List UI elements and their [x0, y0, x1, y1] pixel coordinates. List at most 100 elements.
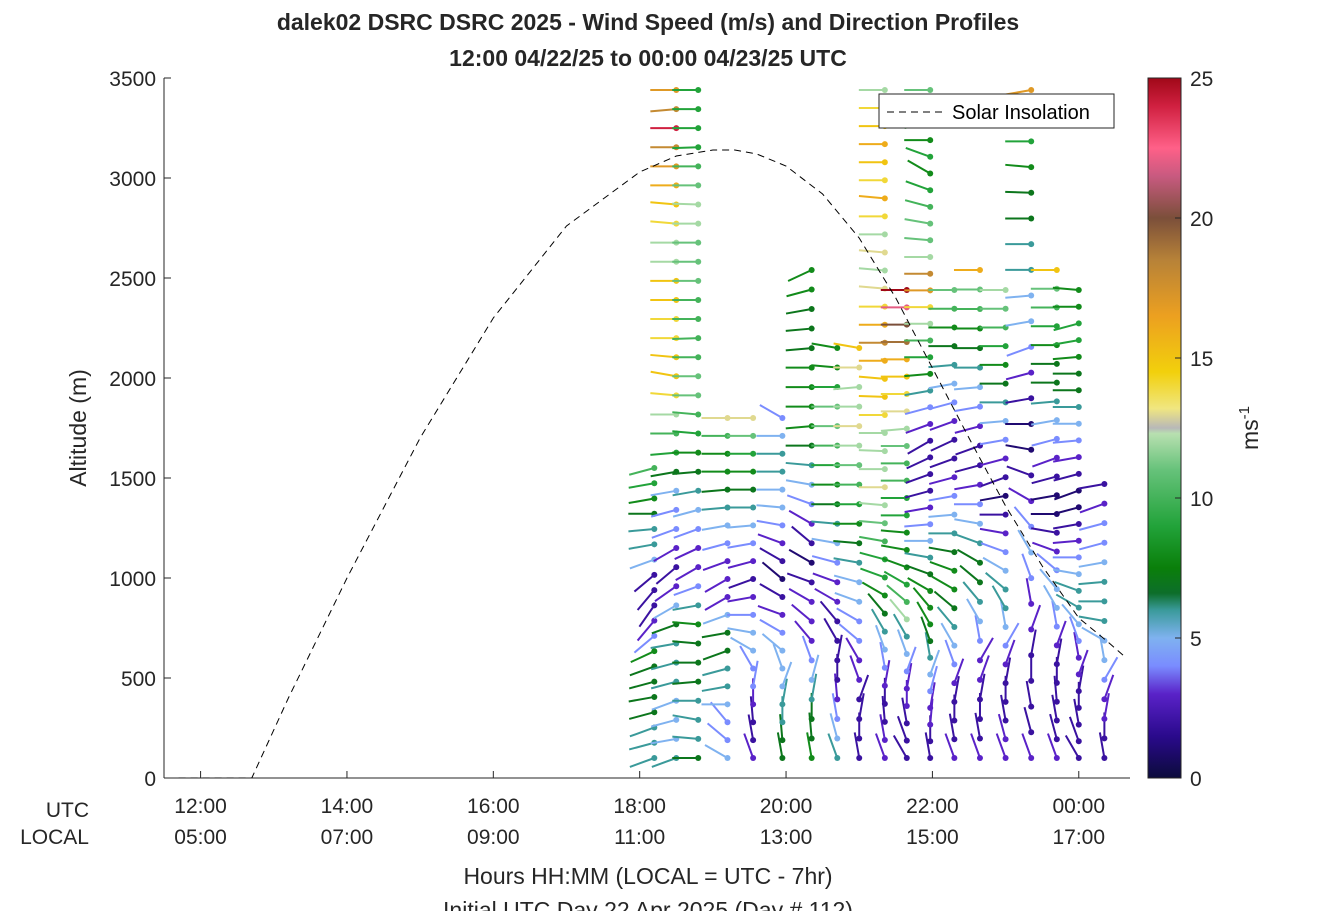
- wind-barb-point: [881, 141, 888, 148]
- wind-barb-line: [904, 237, 931, 242]
- wind-barb-point: [1075, 638, 1082, 644]
- wind-barb-point: [951, 361, 958, 368]
- wind-barb-line: [628, 680, 655, 690]
- wind-barb-line: [1005, 397, 1032, 404]
- wind-barb-point: [951, 418, 958, 425]
- wind-barb-point: [695, 354, 702, 361]
- wind-barb-line: [728, 578, 754, 589]
- wind-barb-point: [834, 598, 841, 605]
- wind-barb-point: [1075, 654, 1082, 661]
- wind-barb-point: [1101, 715, 1108, 722]
- wind-barb-line: [904, 489, 931, 499]
- wind-barb-point: [695, 640, 702, 647]
- wind-barb-point: [903, 685, 910, 692]
- wind-barb-point: [976, 520, 983, 527]
- wind-barb-line: [892, 734, 908, 759]
- wind-barb-line: [831, 693, 839, 720]
- wind-barb-line: [628, 741, 655, 751]
- wind-barb-line: [633, 635, 655, 654]
- wind-barb-point: [856, 618, 863, 625]
- wind-barb-line: [701, 506, 728, 511]
- wind-barb-line: [781, 661, 793, 687]
- wind-barb-point: [1028, 318, 1035, 325]
- wind-barb-point: [1002, 549, 1009, 556]
- wind-barb-line: [858, 501, 885, 507]
- wind-barb-line: [875, 733, 886, 759]
- wind-barb-point: [695, 487, 702, 494]
- wind-barb-line: [1053, 472, 1080, 482]
- colorbar-label: ms: [1237, 419, 1263, 450]
- wind-barb-point: [856, 735, 863, 742]
- wind-barb-point: [1075, 287, 1082, 293]
- wind-barb-line: [838, 623, 860, 642]
- wind-barb-line: [801, 635, 813, 661]
- wind-barb-line: [955, 444, 981, 456]
- wind-barb-point: [750, 468, 757, 475]
- wind-barb-point: [903, 703, 910, 709]
- wind-barb-point: [927, 187, 934, 194]
- wind-barb-point: [1028, 472, 1035, 479]
- wind-barb-point: [927, 704, 934, 711]
- wind-barb-line: [858, 375, 885, 380]
- wind-barb-point: [1101, 735, 1108, 742]
- wind-barb-point: [856, 676, 863, 683]
- wind-barb-point: [1002, 755, 1009, 761]
- wind-barb-point: [881, 718, 888, 725]
- wind-barb-point: [976, 637, 983, 644]
- colorbar-tick-label: 15: [1190, 348, 1213, 371]
- wind-barb-line: [1103, 656, 1119, 681]
- wind-barb-point: [1028, 292, 1035, 299]
- wind-barb-line: [948, 713, 956, 740]
- wind-barb-point: [1053, 586, 1060, 593]
- wind-barb-line: [672, 146, 699, 150]
- wind-barb-point: [750, 432, 757, 439]
- wind-barb-line: [701, 524, 728, 531]
- wind-barb-line: [929, 457, 955, 469]
- wind-barb-line: [1078, 561, 1105, 568]
- wind-barb-point: [779, 737, 786, 744]
- wind-barb-point: [750, 522, 757, 529]
- wind-barb-line: [979, 438, 1006, 446]
- wind-barb-point: [651, 602, 658, 609]
- wind-barb-point: [903, 720, 910, 727]
- wind-barb-line: [785, 461, 812, 467]
- wind-barb-point: [976, 618, 983, 625]
- wind-barb-line: [630, 650, 655, 664]
- wind-barb-line: [931, 575, 955, 591]
- wind-barb-line: [650, 201, 677, 206]
- wind-barb-point: [695, 201, 702, 208]
- colorbar-tick-label: 20: [1190, 208, 1213, 231]
- wind-barb-line: [933, 590, 956, 610]
- wind-barb-point: [779, 755, 786, 761]
- wind-barb-line: [673, 585, 699, 597]
- wind-barb-point: [927, 354, 934, 361]
- wind-barb-line: [819, 600, 839, 622]
- wind-barb-point: [651, 571, 658, 578]
- wind-barb-line: [702, 649, 728, 661]
- wind-barb-line: [788, 509, 813, 525]
- wind-barb-point: [1053, 492, 1060, 499]
- wind-barb-line: [978, 673, 986, 700]
- wind-barb-line: [858, 674, 870, 700]
- wind-barb-point: [927, 370, 934, 377]
- wind-barb-point: [856, 481, 863, 488]
- wind-barb-line: [628, 467, 655, 476]
- wind-barb-point: [1002, 698, 1009, 705]
- wind-barb-line: [788, 587, 813, 603]
- wind-barb-line: [1036, 552, 1058, 572]
- wind-barb-point: [927, 437, 934, 444]
- wind-barb-point: [951, 680, 958, 687]
- wind-barb-point: [1028, 575, 1035, 582]
- wind-barb-point: [881, 393, 888, 400]
- wind-barb-line: [954, 518, 981, 525]
- wind-barb-point: [927, 220, 934, 227]
- wind-barb-point: [976, 735, 983, 742]
- wind-barb-line: [1004, 622, 1020, 647]
- y-tick-label: 2000: [109, 368, 156, 391]
- wind-barb-line: [1005, 190, 1032, 194]
- wind-barb-point: [927, 537, 934, 544]
- wind-barb-point: [976, 384, 983, 391]
- wind-barb-point: [750, 593, 757, 600]
- wind-barb-line: [672, 621, 699, 626]
- wind-barb-line: [1051, 694, 1058, 721]
